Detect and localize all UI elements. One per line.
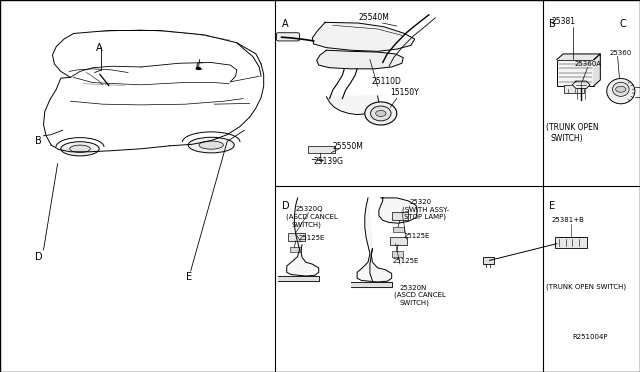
Ellipse shape [371,106,391,121]
Text: 25125E: 25125E [393,258,419,264]
Polygon shape [572,81,590,89]
Text: (TRUNK OPEN SWITCH): (TRUNK OPEN SWITCH) [546,284,626,290]
Text: 25125E: 25125E [298,235,324,241]
Polygon shape [557,54,600,60]
Text: E: E [549,201,556,211]
Ellipse shape [70,145,90,153]
Ellipse shape [61,142,99,156]
Text: (ASCD CANCEL: (ASCD CANCEL [394,292,445,298]
Text: 25125E: 25125E [403,233,429,239]
Ellipse shape [199,141,223,149]
Text: 25320N: 25320N [400,285,428,291]
Text: 25381: 25381 [552,17,576,26]
Text: D: D [282,201,290,211]
Text: 25320: 25320 [410,199,432,205]
Text: A: A [282,19,289,29]
Polygon shape [278,276,319,281]
Text: 25381+B: 25381+B [552,217,584,223]
Bar [557,60,594,86]
Ellipse shape [612,82,629,96]
Polygon shape [379,198,417,223]
Polygon shape [287,198,319,276]
Text: D: D [35,252,42,262]
Polygon shape [317,50,403,69]
Text: 15150Y: 15150Y [390,88,419,97]
Text: 25320Q: 25320Q [296,206,323,212]
Text: (ASCD CANCEL: (ASCD CANCEL [286,214,338,220]
Ellipse shape [607,78,635,104]
Text: STOP LAMP): STOP LAMP) [404,214,447,220]
Text: (SWITH ASSY-: (SWITH ASSY- [402,206,449,213]
Bar [390,237,407,245]
Circle shape [376,110,386,116]
Ellipse shape [365,102,397,125]
Text: 25550M: 25550M [333,142,364,151]
Bar [392,212,408,220]
Text: B: B [35,137,42,146]
FancyBboxPatch shape [555,237,587,248]
Circle shape [196,67,201,70]
Polygon shape [351,282,392,287]
Text: 25139G: 25139G [314,157,344,166]
Polygon shape [312,22,415,51]
Bar [564,85,584,93]
Polygon shape [357,198,392,282]
Text: SWITCH): SWITCH) [550,134,583,143]
Text: E: E [186,272,192,282]
Text: 25540M: 25540M [358,13,389,22]
Bar [392,251,403,257]
Polygon shape [594,54,600,86]
Text: C: C [620,19,627,29]
Bar [288,233,305,241]
Text: (TRUNK OPEN: (TRUNK OPEN [546,123,598,132]
Text: B: B [549,19,556,29]
Bar [393,227,404,232]
FancyBboxPatch shape [276,33,300,41]
Ellipse shape [188,137,234,153]
FancyBboxPatch shape [483,257,494,264]
Circle shape [616,86,626,92]
Text: 25360: 25360 [609,50,632,56]
Text: R251004P: R251004P [573,334,608,340]
Polygon shape [326,96,379,115]
Text: C: C [195,62,202,72]
Text: SWITCH): SWITCH) [400,299,430,306]
Text: A: A [96,44,102,53]
Bar [308,146,335,153]
Text: 25360A: 25360A [575,61,602,67]
Text: 25110D: 25110D [371,77,401,86]
Bar [290,247,301,252]
Text: SWITCH): SWITCH) [292,221,322,228]
